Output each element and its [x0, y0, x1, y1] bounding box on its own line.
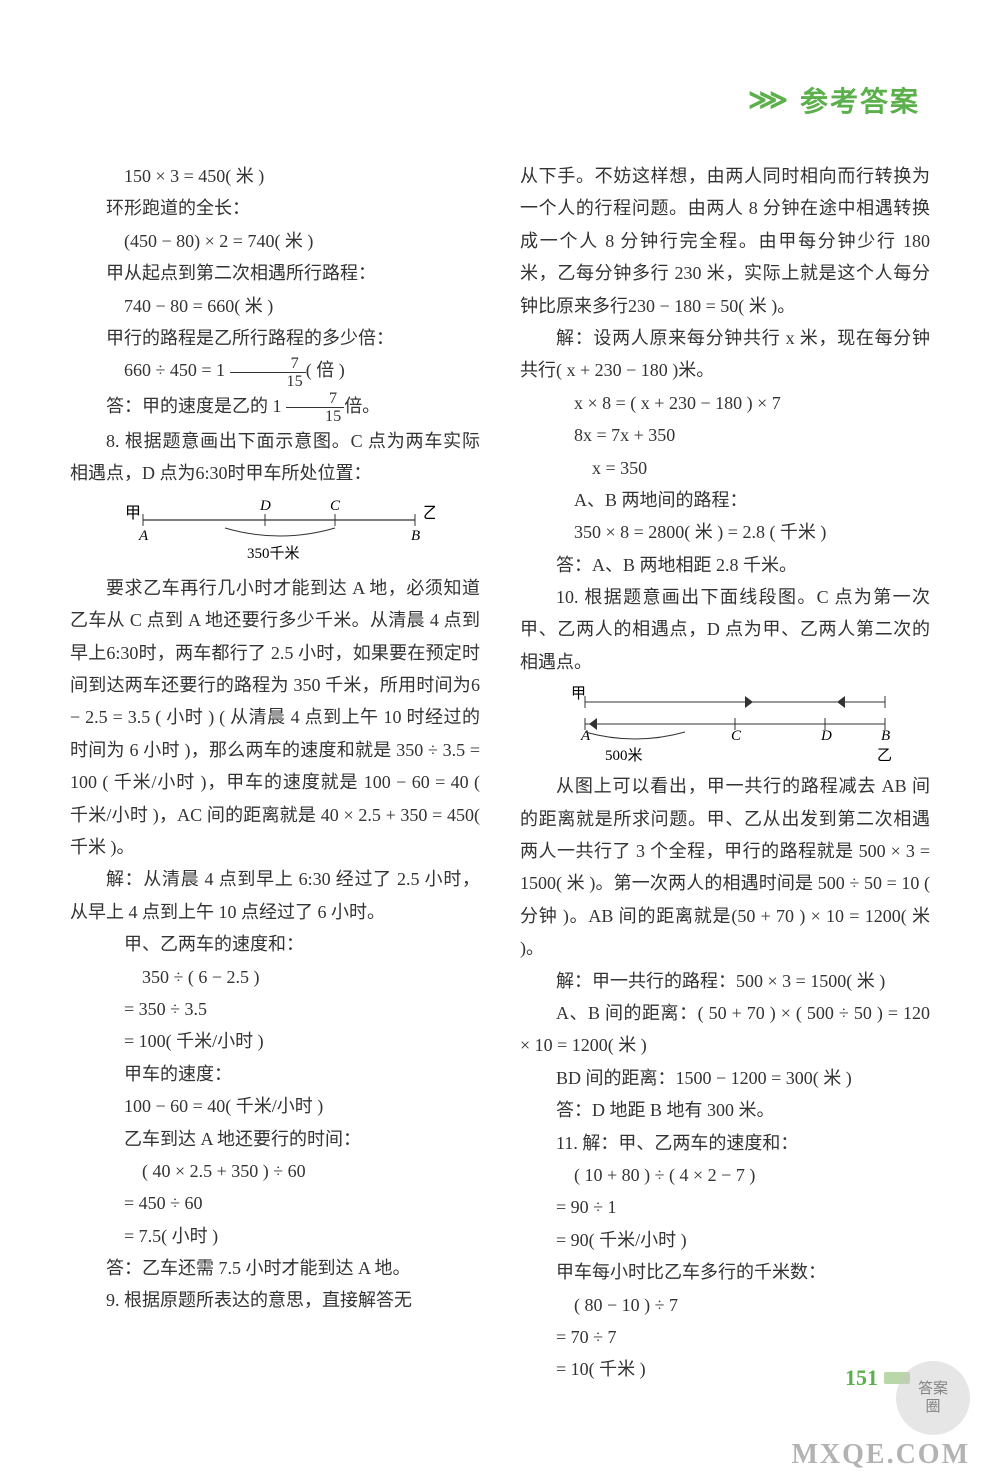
text-line: 350 × 8 = 2800( 米 ) = 2.8 ( 千米 ): [520, 516, 930, 548]
text-line: (450 − 80) × 2 = 740( 米 ): [70, 225, 480, 257]
text-line: 乙车到达 A 地还要行的时间：: [70, 1123, 480, 1155]
text-line: x × 8 = ( x + 230 − 180 ) × 7: [520, 387, 930, 419]
diag2-C: C: [731, 728, 742, 744]
text-span: 倍。: [344, 396, 380, 416]
text-line: A、B 间的距离：( 50 + 70 ) × ( 500 ÷ 50 ) = 12…: [520, 997, 930, 1062]
page: ⋙ 参考答案 150 × 3 = 450( 米 ) 环形跑道的全长： (450 …: [0, 0, 1000, 1481]
text-line: 要求乙车再行几小时才能到达 A 地，必须知道乙车从 C 点到 A 地还要行多少千…: [70, 572, 480, 864]
text-line: 740 − 80 = 660( 米 ): [70, 290, 480, 322]
diagram-svg: 甲 A C D B: [545, 684, 905, 764]
diag2-top-left: 甲: [571, 686, 586, 702]
columns: 150 × 3 = 450( 米 ) 环形跑道的全长： (450 − 80) ×…: [70, 160, 930, 1386]
fraction-num: 7: [286, 390, 344, 408]
page-number-bar-icon: [884, 1372, 910, 1384]
diag2-bottom-right: 乙: [877, 748, 892, 764]
diag1-left-label: 甲: [125, 505, 141, 522]
header-deco-icon: ⋙: [748, 83, 790, 117]
page-number-value: 151: [845, 1365, 878, 1391]
text-line: 答：D 地距 B 地有 300 米。: [520, 1094, 930, 1126]
text-line: 甲从起点到第二次相遇所行路程：: [70, 257, 480, 289]
diag1-right-label: 乙: [423, 505, 435, 522]
fraction-num: 7: [230, 355, 306, 373]
text-line: 660 ÷ 450 = 1 715( 倍 ): [70, 354, 480, 389]
page-header: ⋙ 参考答案: [748, 80, 920, 120]
fraction: 715: [230, 355, 306, 390]
text-line: ( 80 − 10 ) ÷ 7: [520, 1289, 930, 1321]
right-column: 从下手。不妨这样想，由两人同时相向而行转换为一个人的行程问题。由两人 8 分钟在…: [520, 160, 930, 1386]
watermark-text: MXQE.COM: [791, 1439, 970, 1471]
watermark-circle-line2: 圈: [925, 1399, 940, 1415]
text-line: ( 40 × 2.5 + 350 ) ÷ 60: [70, 1155, 480, 1187]
diag1-D: D: [259, 498, 271, 514]
text-line: x = 350: [520, 452, 930, 484]
text-line: 350 ÷ ( 6 − 2.5 ): [70, 961, 480, 993]
text-line: 甲车每小时比乙车多行的千米数：: [520, 1256, 930, 1288]
diag2-bottom-left: 500米: [605, 747, 643, 764]
fraction-den: 15: [286, 408, 344, 425]
text-line: = 100( 千米/小时 ): [70, 1025, 480, 1057]
text-line: 150 × 3 = 450( 米 ): [70, 160, 480, 192]
left-column: 150 × 3 = 450( 米 ) 环形跑道的全长： (450 − 80) ×…: [70, 160, 480, 1386]
text-line: 11. 解：甲、乙两车的速度和：: [520, 1127, 930, 1159]
text-line: 答：A、B 两地相距 2.8 千米。: [520, 549, 930, 581]
diagram-1: 甲 D C 乙 A B 350千米: [115, 496, 435, 566]
text-line: = 90( 千米/小时 ): [520, 1224, 930, 1256]
header-title: 参考答案: [800, 80, 920, 120]
page-number: 151: [845, 1365, 910, 1391]
text-span: 答：甲的速度是乙的 1: [106, 396, 286, 416]
text-line: 解：甲一共行的路程：500 × 3 = 1500( 米 ): [520, 965, 930, 997]
text-span: ( 倍 ): [306, 360, 345, 380]
diagram-2: 甲 A C D B: [545, 684, 905, 764]
diag1-B: B: [411, 528, 420, 544]
diag1-C: C: [330, 498, 341, 514]
text-line: 甲车的速度：: [70, 1058, 480, 1090]
fraction: 715: [286, 390, 344, 425]
text-line: = 70 ÷ 7: [520, 1321, 930, 1353]
text-line: ( 10 + 80 ) ÷ ( 4 × 2 − 7 ): [520, 1159, 930, 1191]
text-line: = 350 ÷ 3.5: [70, 993, 480, 1025]
fraction-den: 15: [230, 373, 306, 390]
diag2-D: D: [820, 728, 832, 744]
diag2-B: B: [881, 728, 890, 744]
text-line: 9. 根据原题所表达的意思，直接解答无: [70, 1284, 480, 1316]
diag1-A: A: [138, 528, 149, 544]
text-line: BD 间的距离：1500 − 1200 = 300( 米 ): [520, 1062, 930, 1094]
text-line: 10. 根据题意画出下面线段图。C 点为第一次甲、乙两人的相遇点，D 点为甲、乙…: [520, 581, 930, 678]
text-line: 答：甲的速度是乙的 1 715倍。: [70, 390, 480, 425]
text-line: 甲、乙两车的速度和：: [70, 928, 480, 960]
text-line: 从图上可以看出，甲一共行的路程减去 AB 间的距离就是所求问题。甲、乙从出发到第…: [520, 770, 930, 964]
text-line: 从下手。不妨这样想，由两人同时相向而行转换为一个人的行程问题。由两人 8 分钟在…: [520, 160, 930, 322]
diagram-svg: 甲 D C 乙 A B 350千米: [115, 496, 435, 566]
text-line: 解：从清晨 4 点到早上 6:30 经过了 2.5 小时，从早上 4 点到上午 …: [70, 863, 480, 928]
text-line: 8x = 7x + 350: [520, 419, 930, 451]
diag2-A: A: [580, 728, 591, 744]
text-line: = 7.5( 小时 ): [70, 1220, 480, 1252]
text-line: 解：设两人原来每分钟共行 x 米，现在每分钟共行( x + 230 − 180 …: [520, 322, 930, 387]
diag1-bottom: 350千米: [247, 545, 300, 562]
text-line: 8. 根据题意画出下面示意图。C 点为两车实际相遇点，D 点为6:30时甲车所处…: [70, 425, 480, 490]
text-line: = 90 ÷ 1: [520, 1191, 930, 1223]
text-line: 甲行的路程是乙所行路程的多少倍：: [70, 322, 480, 354]
text-line: 100 − 60 = 40( 千米/小时 ): [70, 1090, 480, 1122]
text-line: A、B 两地间的路程：: [520, 484, 930, 516]
text-span: 660 ÷ 450 = 1: [124, 360, 230, 380]
text-line: 答：乙车还需 7.5 小时才能到达 A 地。: [70, 1252, 480, 1284]
text-line: = 450 ÷ 60: [70, 1187, 480, 1219]
text-line: 环形跑道的全长：: [70, 192, 480, 224]
